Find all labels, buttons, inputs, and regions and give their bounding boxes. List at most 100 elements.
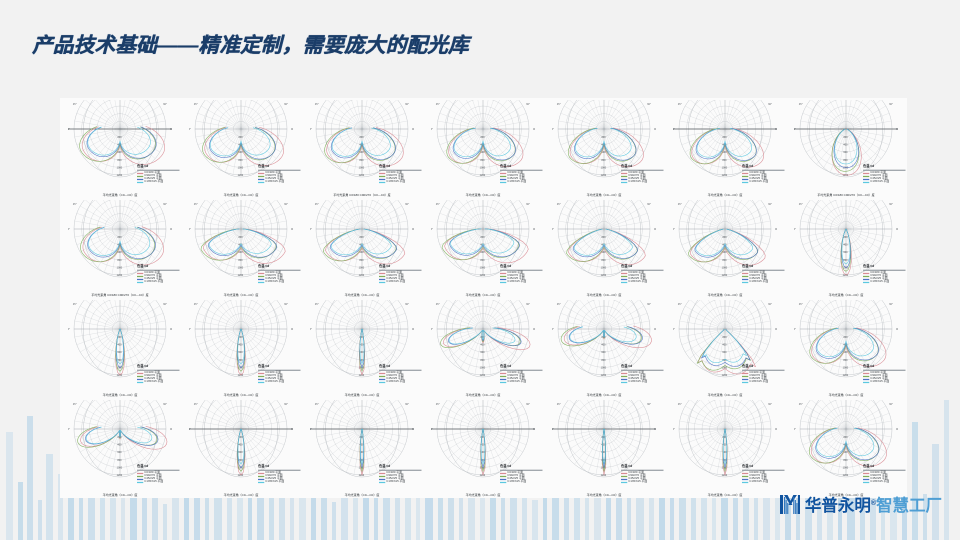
light-distribution-cell[interactable]: 200400600800100012000°15°30°45°60°75°90°… [181, 198, 302, 298]
radial-tick-label: 400 [238, 243, 243, 246]
radial-tick-label: 600 [722, 251, 727, 254]
legend-color-swatch [742, 275, 749, 277]
polar-diagram: 200400600800100012000°15°30°45°60°75°90°… [189, 400, 301, 498]
light-distribution-cell[interactable]: 200400600800100012000°15°30°45°60°75°90°… [423, 398, 544, 498]
legend-item: C90/270 平面 [137, 174, 180, 178]
radial-tick-label: 200 [843, 336, 848, 339]
legend-item: C135/315 平面 [379, 181, 422, 185]
angle-tick-label: 75° [794, 128, 796, 131]
light-distribution-cell[interactable]: 200400600800100012000°15°30°45°60°75°90°… [181, 98, 302, 198]
radial-tick-label: 600 [359, 251, 364, 254]
radial-tick-label: 800 [480, 259, 485, 262]
decorative-bar [532, 500, 538, 540]
diagram-caption: 平均光束角（C0—C0）度 [707, 393, 743, 397]
chart-legend: 色温 cd C0/180 平面 C90/270 平面 C45/225 平面 C135/3… [258, 464, 301, 484]
legend-color-swatch [137, 382, 144, 383]
legend-item-label: C45/225 平面 [265, 377, 283, 380]
diagram-caption: 平均光束角（C0—C0）度 [586, 293, 622, 297]
light-distribution-cell[interactable]: 200400600800100012000°15°30°45°60°75°90°… [60, 98, 181, 198]
chart-legend: 色温 cd C0/180 平面 C90/270 平面 C45/225 平面 C135/3… [863, 164, 906, 184]
light-distribution-cell[interactable]: 200400600800100012000°15°30°45°60°75°90°… [60, 398, 181, 498]
radial-tick-label: 800 [117, 359, 122, 362]
legend-item-label: C135/315 平面 [507, 180, 527, 184]
radial-tick-label: 1200 [843, 474, 849, 477]
legend-color-swatch [379, 279, 386, 280]
polar-diagram: 200400600800100012000°15°30°45°60°75°90°… [310, 200, 422, 298]
legend-item: C135/315 平面 [137, 381, 180, 385]
polar-diagram: 200400600800100012000°15°30°45°60°75°90°… [552, 300, 664, 398]
light-distribution-cell[interactable]: 200400600800100012000°15°30°45°60°75°90°… [544, 198, 665, 298]
legend-color-swatch [621, 375, 628, 377]
light-distribution-cell[interactable]: 200400600800100012000°15°30°45°60°75°90°… [423, 298, 544, 398]
legend-color-swatch [137, 375, 144, 377]
light-distribution-cell[interactable]: 200400600800100012000°15°30°45°60°75°90°… [544, 398, 665, 498]
light-distribution-cell[interactable]: 200400600800100012000°15°30°45°60°75°90°… [302, 398, 423, 498]
chart-legend: 色温 cd C0/180 平面 C90/270 平面 C45/225 平面 C135/3… [742, 364, 785, 384]
light-distribution-cell[interactable]: 200400600800100012000°15°30°45°60°75°90°… [544, 98, 665, 198]
radial-tick-label: 1200 [601, 474, 607, 477]
legend-item: C0/180 平面 [379, 371, 422, 375]
legend-color-swatch [621, 379, 628, 380]
legend-item-label: C0/180 平面 [507, 271, 524, 274]
radial-tick-label: 400 [117, 443, 122, 446]
light-distribution-cell[interactable]: 200400600800100012000°15°30°45°60°75°90°… [786, 198, 907, 298]
light-distribution-cell[interactable]: 200400600800100012000°15°30°45°60°75°90°… [302, 98, 423, 198]
legend-item: C0/180 平面 [500, 271, 543, 275]
legend-title: 色温 cd [863, 464, 906, 472]
light-distribution-cell[interactable]: 200400600800100012000°15°30°45°60°75°90°… [60, 298, 181, 398]
legend-item: C0/180 平面 [258, 271, 301, 275]
light-distribution-cell[interactable]: 200400600800100012000°15°30°45°60°75°90°… [423, 98, 544, 198]
diagram-caption: 平均光束角（C0—C0）度 [223, 393, 259, 397]
light-distribution-cell[interactable]: 200400600800100012000°15°30°45°60°75°90°… [786, 298, 907, 398]
legend-item-label: C45/225 平面 [628, 177, 646, 180]
legend-color-swatch [621, 475, 628, 477]
light-distribution-cell[interactable]: 200400600800100012000°15°30°45°60°75°90°… [665, 398, 786, 498]
intensity-curve [480, 428, 486, 465]
legend-color-swatch [742, 479, 749, 480]
legend-color-swatch [258, 472, 265, 474]
light-distribution-cell[interactable]: 200400600800100012000°15°30°45°60°75°90°… [181, 298, 302, 398]
light-distribution-cell[interactable]: 200400600800100012000°15°30°45°60°75°90°… [302, 298, 423, 398]
radial-tick-label: 600 [117, 151, 122, 154]
angle-tick-label: 45° [799, 403, 803, 406]
radial-tick-label: 600 [117, 251, 122, 254]
page-title: 产品技术基础——精准定制，需要庞大的配光库 [32, 34, 469, 57]
legend-item-label: C135/315 平面 [386, 280, 406, 284]
legend-item: C45/225 平面 [742, 277, 785, 281]
legend-item: C0/180 平面 [258, 171, 301, 175]
radial-tick-label: 200 [601, 136, 606, 139]
polar-diagram: 200400600800100012000°15°30°45°60°75°90°… [189, 200, 301, 298]
light-distribution-cell[interactable]: 200400600800100012000°15°30°45°60°75°90°… [60, 198, 181, 298]
intensity-curve [573, 228, 633, 256]
legend-item-label: C90/270 平面 [870, 274, 888, 277]
radial-tick-label: 200 [480, 336, 485, 339]
light-distribution-cell[interactable]: 200400600800100012000°15°30°45°60°75°90°… [181, 398, 302, 498]
legend-item: C45/225 平面 [621, 177, 664, 181]
legend-item: C45/225 平面 [258, 277, 301, 281]
light-distribution-cell[interactable]: 200400600800100012000°15°30°45°60°75°90°… [786, 98, 907, 198]
light-distribution-cell[interactable]: 200400600800100012000°15°30°45°60°75°90°… [544, 298, 665, 398]
radial-tick-label: 800 [601, 259, 606, 262]
light-distribution-cell[interactable]: 200400600800100012000°15°30°45°60°75°90°… [665, 198, 786, 298]
light-distribution-cell[interactable]: 200400600800100012000°15°30°45°60°75°90°… [302, 198, 423, 298]
radial-tick-label: 400 [601, 443, 606, 446]
radial-tick-label: 1200 [601, 274, 607, 277]
angle-tick-label: 90° [170, 428, 172, 431]
radial-tick-label: 1200 [359, 474, 365, 477]
intensity-curve [237, 328, 245, 365]
light-distribution-cell[interactable]: 200400600800100012000°15°30°45°60°75°90°… [665, 298, 786, 398]
polar-diagram: 200400600800100012000°15°30°45°60°75°90°… [431, 200, 543, 298]
legend-color-swatch [863, 472, 870, 474]
light-distribution-cell[interactable]: 200400600800100012000°15°30°45°60°75°90°… [665, 98, 786, 198]
intensity-curve [360, 428, 364, 465]
legend-item-label: C45/225 平面 [870, 477, 888, 480]
light-distribution-cell[interactable]: 200400600800100012000°15°30°45°60°75°90°… [423, 198, 544, 298]
decorative-bar [46, 454, 53, 540]
legend-item-label: C0/180 平面 [870, 371, 887, 374]
angle-tick-label: 45° [315, 403, 319, 406]
legend-item-label: C90/270 平面 [628, 274, 646, 277]
intensity-curve [575, 128, 632, 158]
light-distribution-cell[interactable]: 200400600800100012000°15°30°45°60°75°90°… [786, 398, 907, 498]
chart-legend: 色温 cd C0/180 平面 C90/270 平面 C45/225 平面 C135/3… [863, 464, 906, 484]
radial-tick-label: 800 [722, 359, 727, 362]
